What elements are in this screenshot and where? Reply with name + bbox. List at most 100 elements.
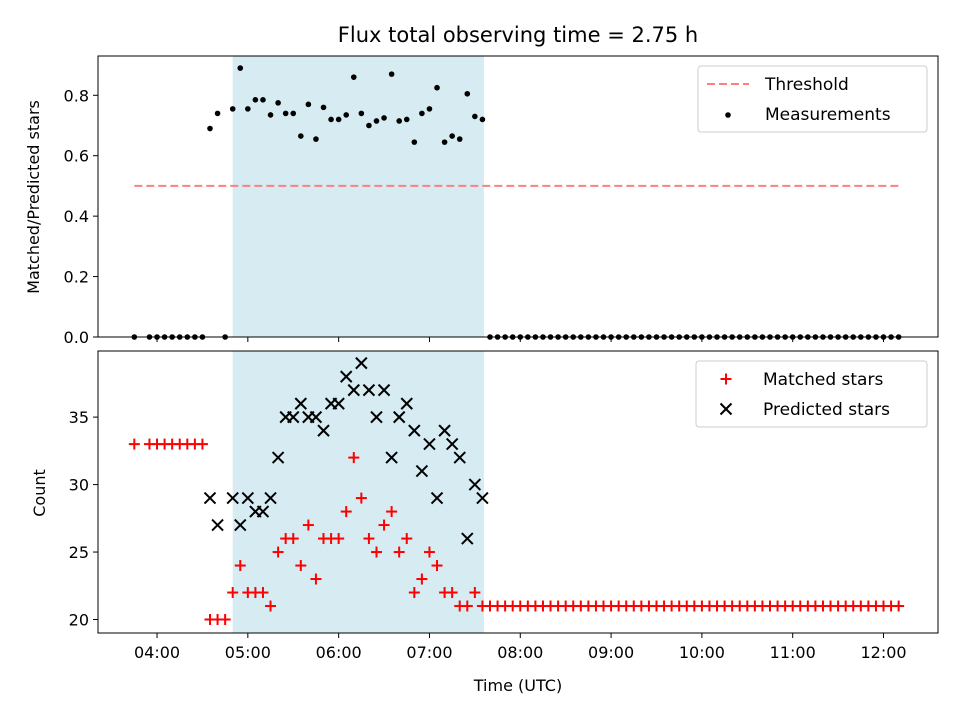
matched-star-point (401, 533, 413, 545)
measurement-point (252, 97, 259, 103)
x-tick-label: 05:00 (225, 643, 271, 662)
measurement-point (426, 106, 433, 112)
predicted-star-point (468, 478, 482, 491)
x-axis-label: Time (UTC) (473, 676, 562, 695)
predicted-star-point (385, 451, 398, 464)
predicted-star-point (355, 356, 368, 370)
predicted-star-point (423, 437, 436, 451)
predicted-star-point (264, 491, 277, 505)
legend-measurements-label: Measurements (765, 105, 891, 125)
x-axis-ticks: 04:00 05:00 06:00 07:00 08:00 09:00 10:00 11:00… (134, 633, 907, 662)
panel-counts: 20 25 30 35 04:00 05:00 06:00 07:00 08:00 09:00 1… (30, 350, 939, 695)
y-tick-label: 0.2 (64, 268, 89, 287)
y-tick-label: 0.4 (64, 207, 89, 226)
matched-star-point (363, 533, 375, 545)
predicted-star-point (332, 397, 345, 410)
measurement-point (214, 110, 221, 117)
predicted-star-point (256, 505, 270, 518)
matched-star-point (393, 546, 405, 558)
matched-star-point (469, 587, 481, 599)
measurement-point (350, 74, 357, 80)
predicted-star-point (226, 491, 239, 505)
matched-star-point (378, 519, 390, 531)
measurement-point (282, 110, 289, 117)
measurement-point (388, 71, 395, 77)
y-tick-label: 20 (69, 611, 89, 630)
predicted-star-point (287, 410, 300, 424)
measurement-point (366, 122, 372, 129)
measurement-point (479, 116, 486, 123)
legend-matched-label: Matched stars (763, 370, 883, 390)
matched-star-point (196, 438, 208, 450)
legend-measurements-swatch (725, 112, 731, 118)
x-tick-label: 06:00 (316, 643, 362, 662)
matched-star-point (340, 506, 352, 518)
predicted-star-point (340, 370, 353, 383)
measurement-point (290, 110, 297, 117)
legend-threshold-label: Threshold (764, 75, 849, 95)
measurement-point (373, 118, 380, 124)
measurement-point (419, 110, 425, 117)
measurement-point (472, 113, 478, 120)
predicted-star-point (461, 532, 474, 545)
measurement-point (267, 112, 274, 118)
predicted-star-point (377, 383, 391, 397)
predicted-star-point (317, 424, 330, 437)
y-tick-label: 25 (69, 543, 89, 562)
matched-star-point (310, 573, 322, 585)
measurement-point (411, 139, 418, 145)
y-tick-label: 0.8 (64, 86, 89, 105)
x-tick-label: 07:00 (406, 643, 452, 662)
y-axis-ticks: 20 25 30 35 (69, 408, 98, 630)
matched-star-point (287, 533, 299, 545)
x-tick-label: 09:00 (588, 643, 634, 662)
matched-star-point (416, 573, 428, 585)
predicted-star-points (203, 356, 489, 545)
measurement-point (434, 84, 440, 91)
measurement-point (449, 133, 455, 139)
measurement-point (275, 100, 281, 106)
highlight-span (232, 56, 484, 337)
legend-box (695, 360, 928, 428)
chart-title: Flux total observing time = 2.75 h (338, 23, 698, 47)
matched-star-point (893, 600, 905, 612)
x-tick-label: 04:00 (134, 643, 180, 662)
measurement-point (229, 106, 236, 112)
y-tick-label: 30 (69, 476, 89, 495)
predicted-star-point (203, 491, 217, 505)
measurement-point (343, 112, 350, 118)
measurement-point (396, 118, 402, 124)
matched-star-point (431, 560, 443, 572)
y-axis-ticks: 0.0 0.2 0.4 0.6 0.8 (64, 86, 98, 347)
predicted-star-point (408, 424, 421, 437)
y-tick-label: 0.6 (64, 147, 89, 166)
predicted-star-point (211, 518, 224, 532)
matched-star-point (234, 560, 246, 572)
measurement-point (237, 65, 244, 71)
matched-star-point (386, 506, 398, 518)
predicted-star-point (719, 402, 733, 416)
matched-star-point (355, 492, 367, 504)
matched-star-point (408, 587, 420, 599)
predicted-star-point (241, 491, 255, 505)
measurement-point (328, 116, 334, 123)
predicted-star-point (234, 518, 247, 532)
y-axis-label-count: Count (30, 469, 49, 517)
legend-box (697, 65, 928, 133)
matched-star-point (257, 587, 269, 599)
y-axis-label-ratio: Matched/Predicted stars (24, 100, 43, 294)
predicted-star-point (430, 491, 444, 505)
axes-frame-top (97, 55, 939, 338)
predicted-star-point (309, 410, 323, 424)
predicted-star-point (392, 410, 406, 424)
measurement-point (320, 104, 327, 111)
measurement-point (441, 139, 448, 145)
measurement-point (403, 116, 410, 123)
x-tick-label: 08:00 (497, 643, 543, 662)
panel-ratio: 0.00.20.40.60.8 Matched/Predicted stars … (24, 55, 939, 347)
predicted-star-point (400, 397, 413, 410)
measurement-point (456, 136, 463, 142)
predicted-star-point (271, 451, 285, 464)
measurement-point (358, 110, 365, 117)
